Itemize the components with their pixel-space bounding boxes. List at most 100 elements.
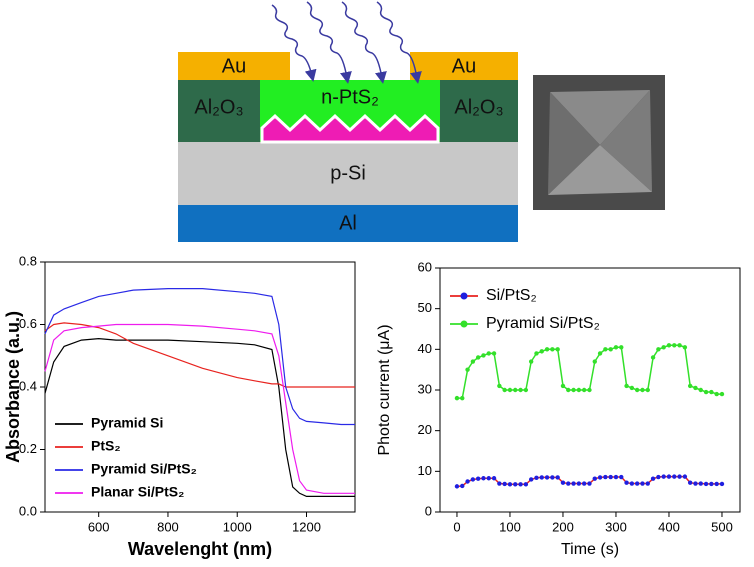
data-point (470, 477, 476, 482)
y-tick-label: 0.6 (19, 316, 37, 331)
data-point (513, 387, 518, 393)
data-point (709, 481, 714, 487)
y-tick-label: 0.2 (19, 441, 37, 456)
y-tick-label: 20 (418, 422, 432, 437)
data-point (518, 482, 523, 487)
data-point (661, 345, 666, 350)
data-point (528, 477, 534, 482)
data-point (481, 353, 486, 358)
data-point (682, 474, 688, 479)
data-point (581, 387, 587, 393)
layer-label: Au (452, 55, 476, 77)
data-point (555, 347, 560, 352)
data-point (624, 383, 629, 389)
layer-label: Au (222, 55, 246, 77)
data-point (534, 475, 539, 481)
data-point (682, 345, 688, 350)
data-point (613, 474, 619, 480)
data-point (528, 359, 534, 364)
data-point (544, 475, 550, 480)
y-tick-label: 10 (418, 463, 432, 478)
data-point (486, 351, 491, 356)
series-line (44, 323, 355, 494)
y-tick-label: 50 (418, 300, 432, 315)
data-point (560, 383, 566, 389)
data-point (634, 387, 640, 393)
y-tick-label: 40 (418, 341, 432, 356)
data-point (502, 387, 507, 393)
data-point (624, 480, 629, 485)
data-point (465, 479, 470, 484)
data-point (629, 481, 635, 486)
data-point (619, 345, 624, 350)
data-point (650, 355, 656, 360)
data-point (513, 482, 518, 487)
data-point (491, 351, 497, 356)
data-point (587, 481, 592, 486)
data-point (619, 474, 624, 480)
data-point (497, 383, 502, 389)
data-point (465, 367, 470, 372)
data-point (703, 389, 709, 395)
data-point (656, 347, 661, 352)
x-tick-label: 300 (605, 519, 627, 534)
legend-label: PtS₂ (91, 438, 121, 454)
au-right (410, 52, 518, 80)
x-tick-label: 1000 (223, 519, 252, 534)
y-tick-label: 0.4 (19, 378, 37, 393)
data-point (709, 389, 714, 395)
data-point (566, 387, 571, 393)
data-point (703, 481, 709, 487)
x-tick-label: 1200 (292, 519, 321, 534)
data-point (666, 343, 672, 348)
layer-label: Al (339, 212, 357, 234)
layer-label: p-Si (330, 162, 366, 184)
series-line (44, 337, 355, 497)
data-point (454, 395, 460, 401)
data-point (645, 387, 650, 393)
al2o3-left (178, 80, 260, 142)
legend-label: Si/PtS₂ (486, 287, 537, 304)
data-point (571, 481, 576, 486)
data-point (566, 481, 571, 486)
data-point (475, 355, 481, 360)
y-tick-label: 0.8 (19, 253, 37, 268)
data-point (597, 351, 603, 356)
data-point (523, 482, 529, 487)
data-point (698, 481, 703, 486)
data-point (645, 481, 650, 486)
data-point (687, 480, 693, 485)
data-point (534, 351, 539, 356)
data-point (481, 476, 486, 481)
x-tick-label: 100 (499, 519, 521, 534)
layer-label: Al₂O₃ (194, 96, 243, 118)
data-point (613, 345, 619, 350)
layer-label: Al₂O₃ (454, 96, 503, 118)
legend-label: Pyramid Si/PtS₂ (91, 461, 197, 477)
data-point (507, 387, 513, 393)
legend-marker (460, 292, 468, 300)
y-tick-label: 0 (425, 503, 432, 518)
data-point (560, 480, 566, 485)
data-point (603, 474, 608, 480)
data-point (661, 474, 666, 479)
data-point (587, 387, 592, 393)
data-point (592, 476, 597, 481)
data-point (714, 481, 719, 487)
al2o3-right (440, 80, 518, 142)
data-point (486, 476, 491, 481)
data-point (640, 481, 645, 486)
data-point (539, 475, 544, 480)
data-point (539, 349, 544, 354)
data-point (597, 475, 603, 480)
data-point (507, 482, 513, 487)
data-point (719, 481, 725, 487)
sem-image (533, 75, 665, 210)
data-point (502, 481, 507, 487)
data-point (672, 343, 677, 348)
data-point (640, 387, 645, 393)
layer-label: n-PtS₂ (321, 86, 379, 108)
data-point (672, 474, 677, 479)
